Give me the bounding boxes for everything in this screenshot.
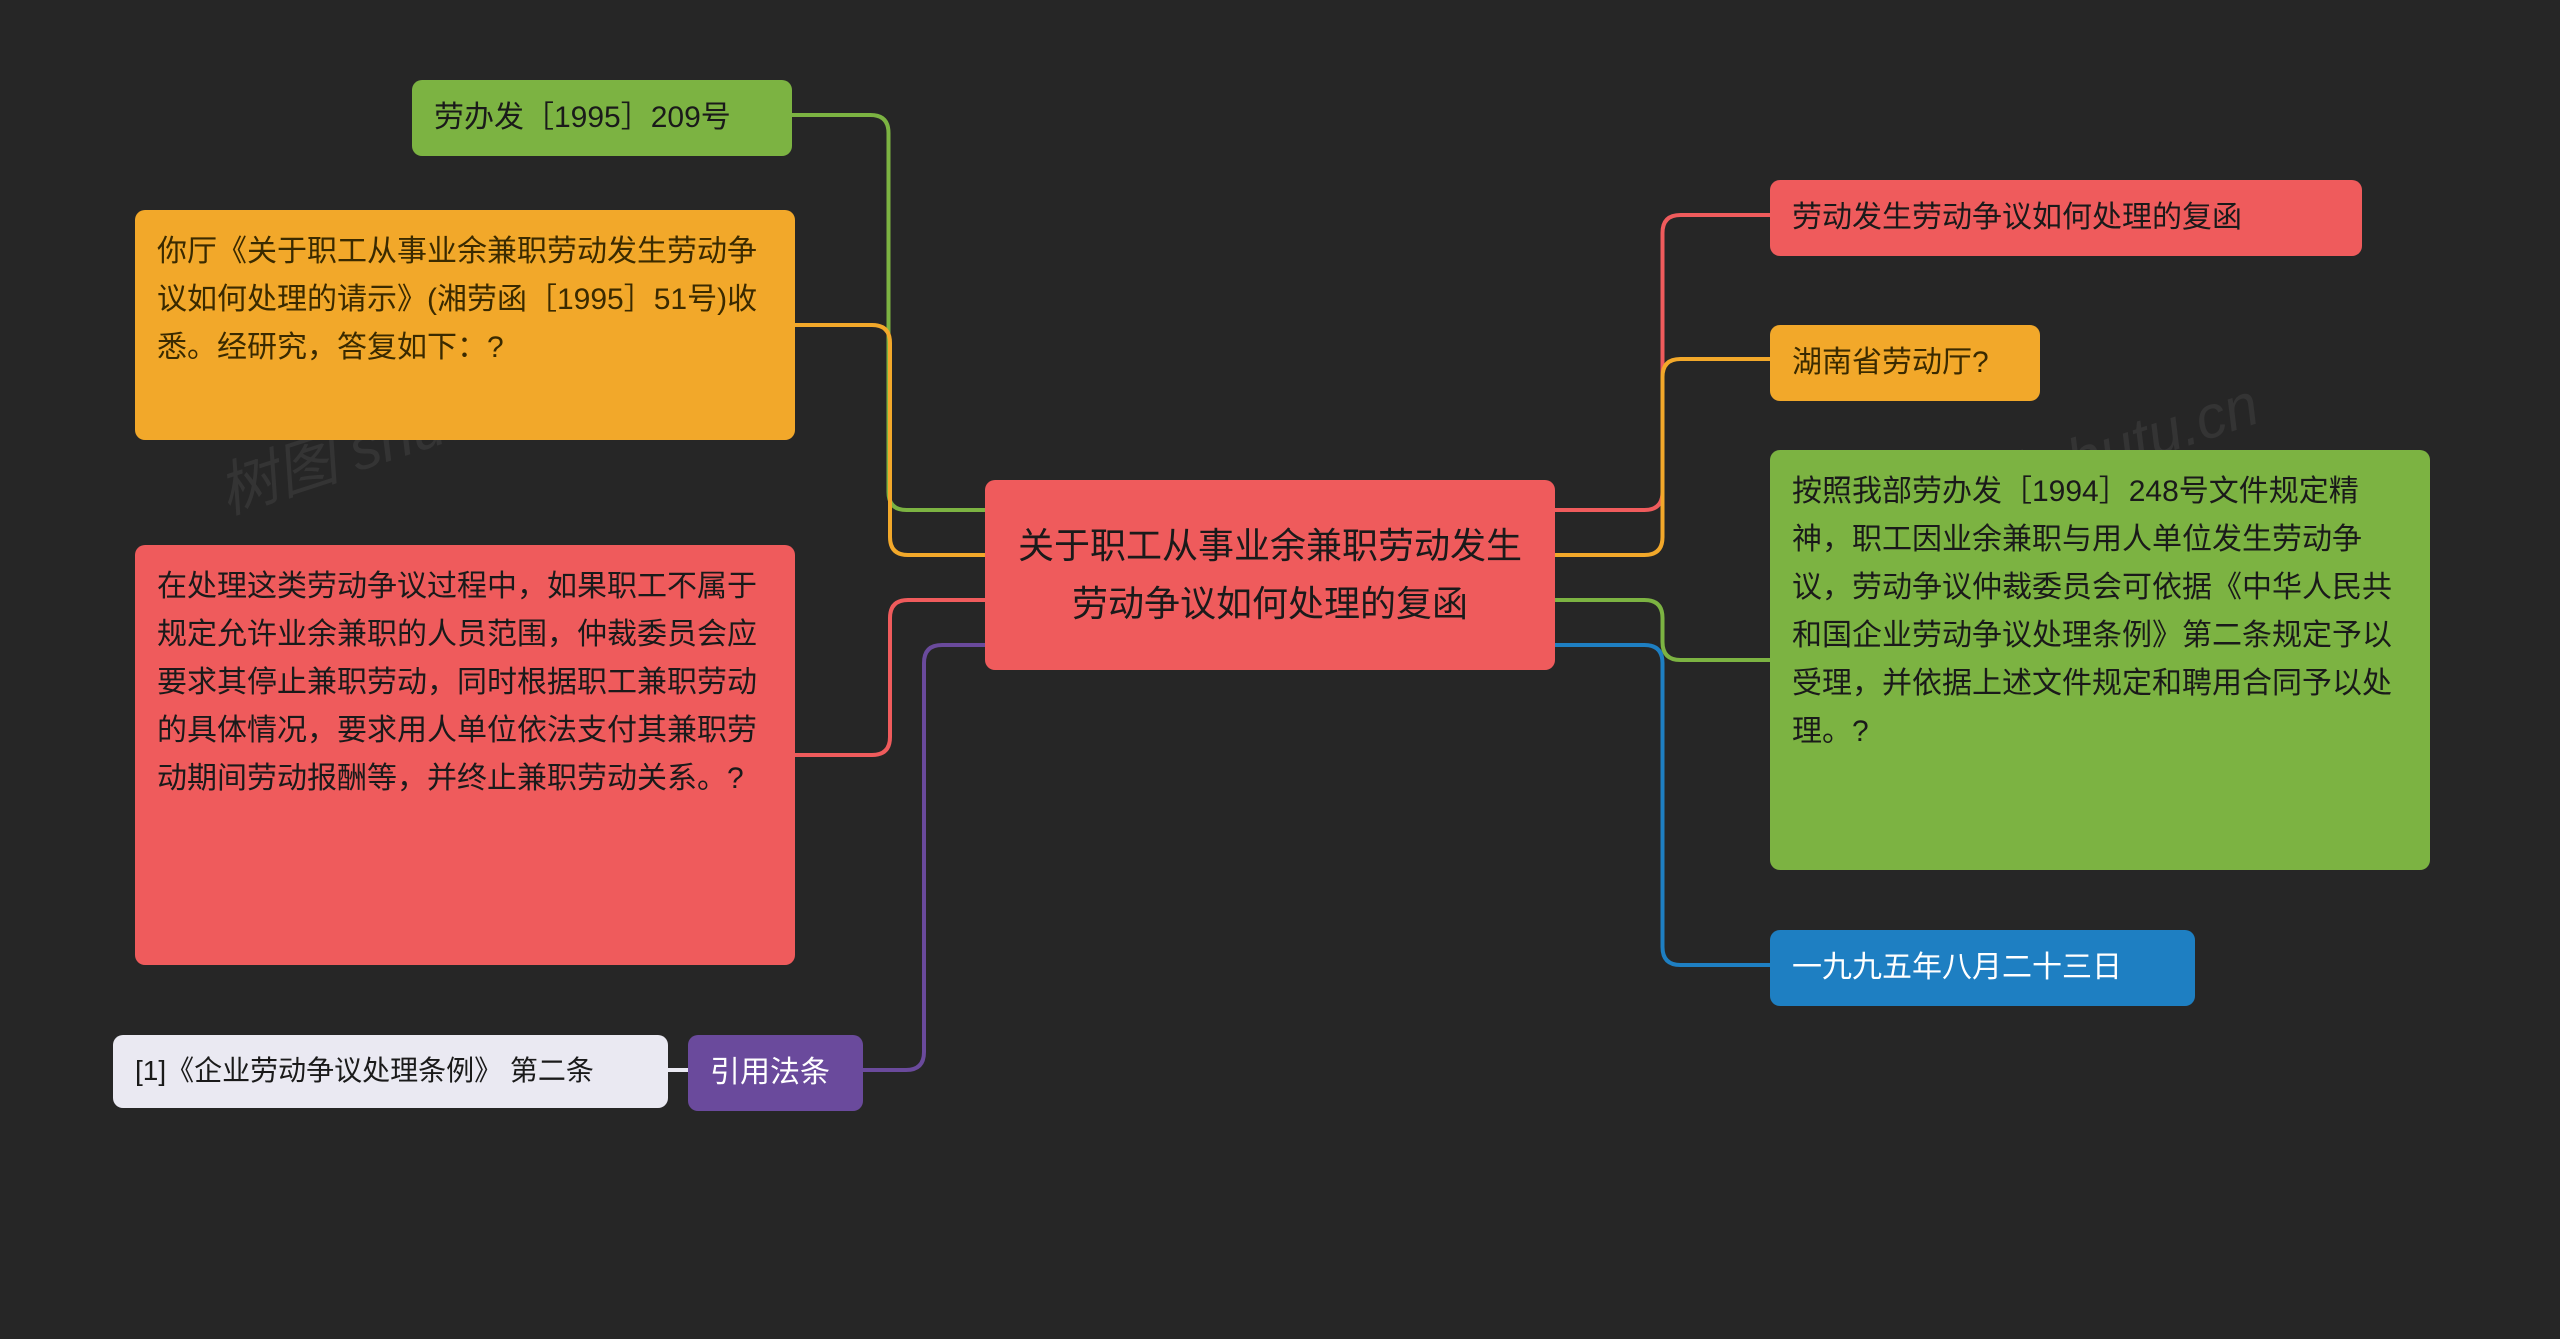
left-node-l1: 劳办发［1995］209号 [412, 80, 792, 156]
left-subnode-l4a: [1]《企业劳动争议处理条例》 第二条 [113, 1035, 668, 1108]
right-node-r3: 按照我部劳办发［1994］248号文件规定精神，职工因业余兼职与用人单位发生劳动… [1770, 450, 2430, 870]
center-node: 关于职工从事业余兼职劳动发生劳动争议如何处理的复函 [985, 480, 1555, 670]
center-text: 关于职工从事业余兼职劳动发生劳动争议如何处理的复函 [1007, 517, 1533, 632]
left-node-l3: 在处理这类劳动争议过程中，如果职工不属于规定允许业余兼职的人员范围，仲裁委员会应… [135, 545, 795, 965]
node-text: 劳办发［1995］209号 [434, 94, 731, 142]
node-text: 一九九五年八月二十三日 [1792, 944, 2122, 992]
node-text: 湖南省劳动厅? [1792, 339, 1989, 387]
right-node-r2: 湖南省劳动厅? [1770, 325, 2040, 401]
node-text: 劳动发生劳动争议如何处理的复函 [1792, 194, 2242, 242]
right-node-r4: 一九九五年八月二十三日 [1770, 930, 2195, 1006]
node-text: 在处理这类劳动争议过程中，如果职工不属于规定允许业余兼职的人员范围，仲裁委员会应… [157, 570, 757, 795]
node-text: 引用法条 [710, 1049, 830, 1097]
node-text: 你厅《关于职工从事业余兼职劳动发生劳动争议如何处理的请示》(湘劳函［1995］5… [157, 235, 757, 364]
node-text: 按照我部劳办发［1994］248号文件规定精神，职工因业余兼职与用人单位发生劳动… [1792, 475, 2392, 748]
left-node-l4: 引用法条 [688, 1035, 863, 1111]
left-node-l2: 你厅《关于职工从事业余兼职劳动发生劳动争议如何处理的请示》(湘劳函［1995］5… [135, 210, 795, 440]
right-node-r1: 劳动发生劳动争议如何处理的复函 [1770, 180, 2362, 256]
node-text: [1]《企业劳动争议处理条例》 第二条 [135, 1049, 594, 1094]
